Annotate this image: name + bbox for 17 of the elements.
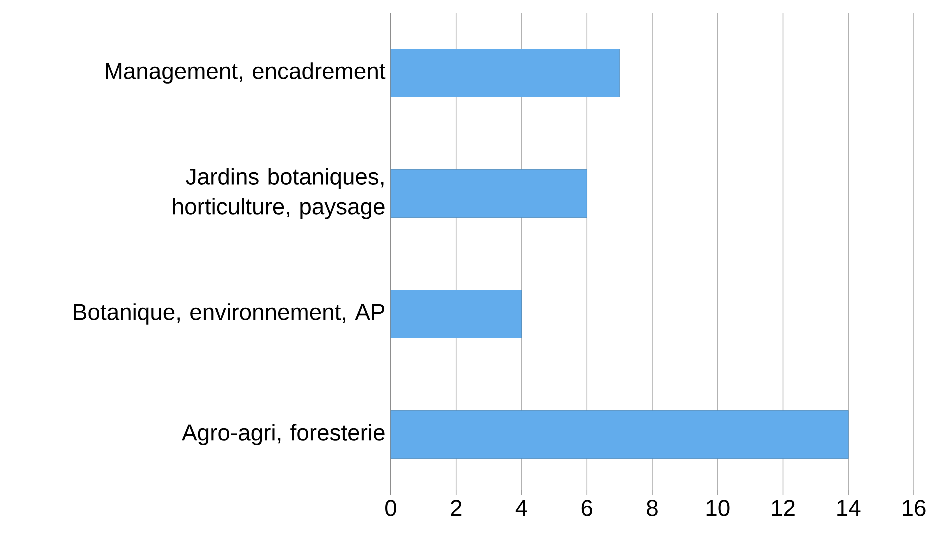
x-tick-label: 14 xyxy=(838,500,861,516)
x-tick-label: 4 xyxy=(516,500,528,516)
y-tick-label: Agro-agri, foresterie xyxy=(182,424,385,446)
x-tick-label: 2 xyxy=(451,500,462,516)
x-tick-label: 8 xyxy=(647,500,658,516)
x-tick-label: 10 xyxy=(706,500,730,516)
bar xyxy=(390,170,588,218)
x-tick-label: 6 xyxy=(582,500,592,516)
y-tick-label: Management, encadrement xyxy=(106,62,386,84)
y-tick-label: Botanique, environnement, AP xyxy=(74,304,385,325)
x-tick-label: 12 xyxy=(772,500,795,516)
y-tick-label: Jardins botaniques, horticulture, paysage xyxy=(173,168,385,220)
bar xyxy=(390,410,849,459)
bar xyxy=(390,49,620,98)
x-tick-label: 0 xyxy=(386,500,396,516)
x-tick-label: 16 xyxy=(903,500,926,516)
bar xyxy=(390,290,522,338)
